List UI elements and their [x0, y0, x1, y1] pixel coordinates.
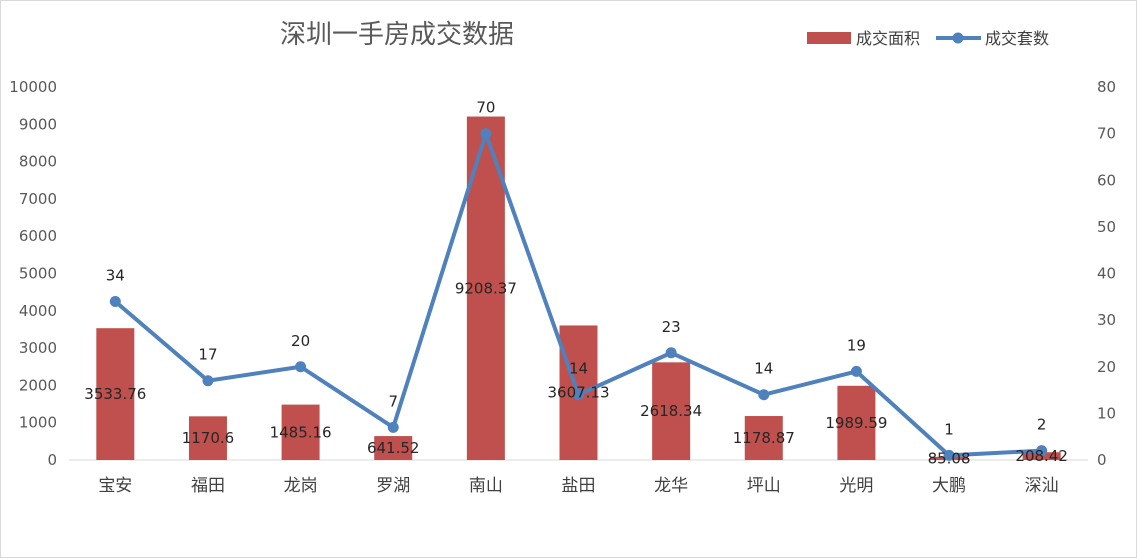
bar-value-label: 641.52 [367, 439, 420, 457]
data-labels: 3533.76 1170.6 1485.16 641.52 9208.37 3607.13… [84, 99, 1068, 468]
y-left-tick-label: 5000 [19, 265, 57, 283]
line-value-label: 17 [198, 346, 217, 364]
bar [281, 404, 320, 460]
line-value-label: 70 [476, 99, 495, 117]
bar-value-label: 85.08 [928, 449, 971, 467]
y-left-tick-label: 6000 [19, 227, 57, 245]
y-left-tick-label: 10000 [9, 78, 57, 96]
x-category-label: 大鹏 [932, 476, 966, 496]
line-point [387, 421, 399, 433]
x-category-label: 深汕 [1025, 476, 1059, 496]
bar-value-label: 3533.76 [84, 385, 146, 403]
y-right-tick-label: 70 [1097, 125, 1116, 143]
line-value-label: 20 [291, 332, 310, 350]
line-point [665, 347, 677, 359]
y-right-tick-label: 50 [1097, 218, 1116, 236]
x-category-label: 罗湖 [376, 476, 410, 496]
bar-value-label: 9208.37 [455, 279, 517, 297]
y-left-tick-label: 0 [47, 451, 57, 469]
x-category-label: 南山 [469, 476, 503, 496]
line-value-label: 2 [1037, 416, 1047, 434]
y-right-tick-label: 40 [1097, 265, 1116, 283]
line-point [1036, 445, 1048, 457]
axes: 0100020003000400050006000700080009000100… [9, 78, 1116, 496]
chart-title: 深圳一手房成交数据 [280, 20, 514, 50]
x-category-label: 龙华 [654, 476, 688, 496]
y-left-tick-label: 8000 [19, 153, 57, 171]
line-point [943, 449, 955, 461]
y-left-tick-label: 9000 [19, 115, 57, 133]
line-point [295, 361, 307, 373]
legend-bar-label: 成交面积 [856, 29, 920, 48]
line-point [109, 295, 121, 307]
line-value-label: 14 [569, 360, 588, 378]
x-category-label: 盐田 [562, 476, 596, 496]
bar-value-label: 1170.6 [182, 429, 235, 447]
line-value-label: 14 [754, 360, 773, 378]
bar-value-label: 1989.59 [825, 414, 887, 432]
bar-series [96, 116, 1061, 460]
x-category-label: 福田 [191, 476, 225, 496]
bar-value-label: 3607.13 [547, 384, 609, 402]
bar-value-label: 1178.87 [733, 429, 795, 447]
y-left-tick-label: 4000 [19, 302, 57, 320]
x-category-label: 龙岗 [284, 476, 318, 496]
line-value-label: 34 [106, 266, 125, 284]
x-category-label: 宝安 [98, 476, 132, 496]
legend: 成交面积 成交套数 [807, 29, 1049, 48]
y-right-tick-label: 10 [1097, 404, 1116, 422]
x-category-label: 光明 [839, 476, 873, 496]
y-left-tick-label: 2000 [19, 376, 57, 394]
bar-value-label: 208.42 [1015, 447, 1068, 465]
bar-value-label: 1485.16 [270, 423, 332, 441]
y-left-tick-label: 7000 [19, 190, 57, 208]
line-series [109, 128, 1048, 461]
line-value-label: 7 [388, 392, 398, 410]
legend-line-marker [952, 32, 964, 44]
y-right-tick-label: 0 [1097, 451, 1107, 469]
bar [188, 416, 227, 460]
line-value-label: 1 [944, 420, 954, 438]
bar-value-label: 2618.34 [640, 402, 702, 420]
y-right-tick-label: 20 [1097, 358, 1116, 376]
y-left-tick-label: 1000 [19, 414, 57, 432]
y-right-tick-label: 60 [1097, 171, 1116, 189]
line-value-label: 23 [662, 318, 681, 336]
x-category-label: 坪山 [747, 476, 781, 496]
y-right-tick-label: 30 [1097, 311, 1116, 329]
legend-bar-swatch [807, 32, 851, 44]
line-point [480, 128, 492, 140]
line-point [573, 389, 584, 401]
bar [96, 328, 135, 460]
y-left-tick-label: 3000 [19, 339, 57, 357]
y-right-tick-label: 80 [1097, 78, 1116, 96]
line-value-label: 19 [847, 336, 866, 354]
line-point [202, 375, 214, 387]
line-point [850, 365, 862, 377]
bar [374, 436, 413, 460]
bar [652, 362, 691, 460]
legend-line-label: 成交套数 [985, 29, 1049, 48]
bar [744, 416, 783, 460]
bar [837, 385, 876, 460]
line-point [758, 389, 770, 401]
